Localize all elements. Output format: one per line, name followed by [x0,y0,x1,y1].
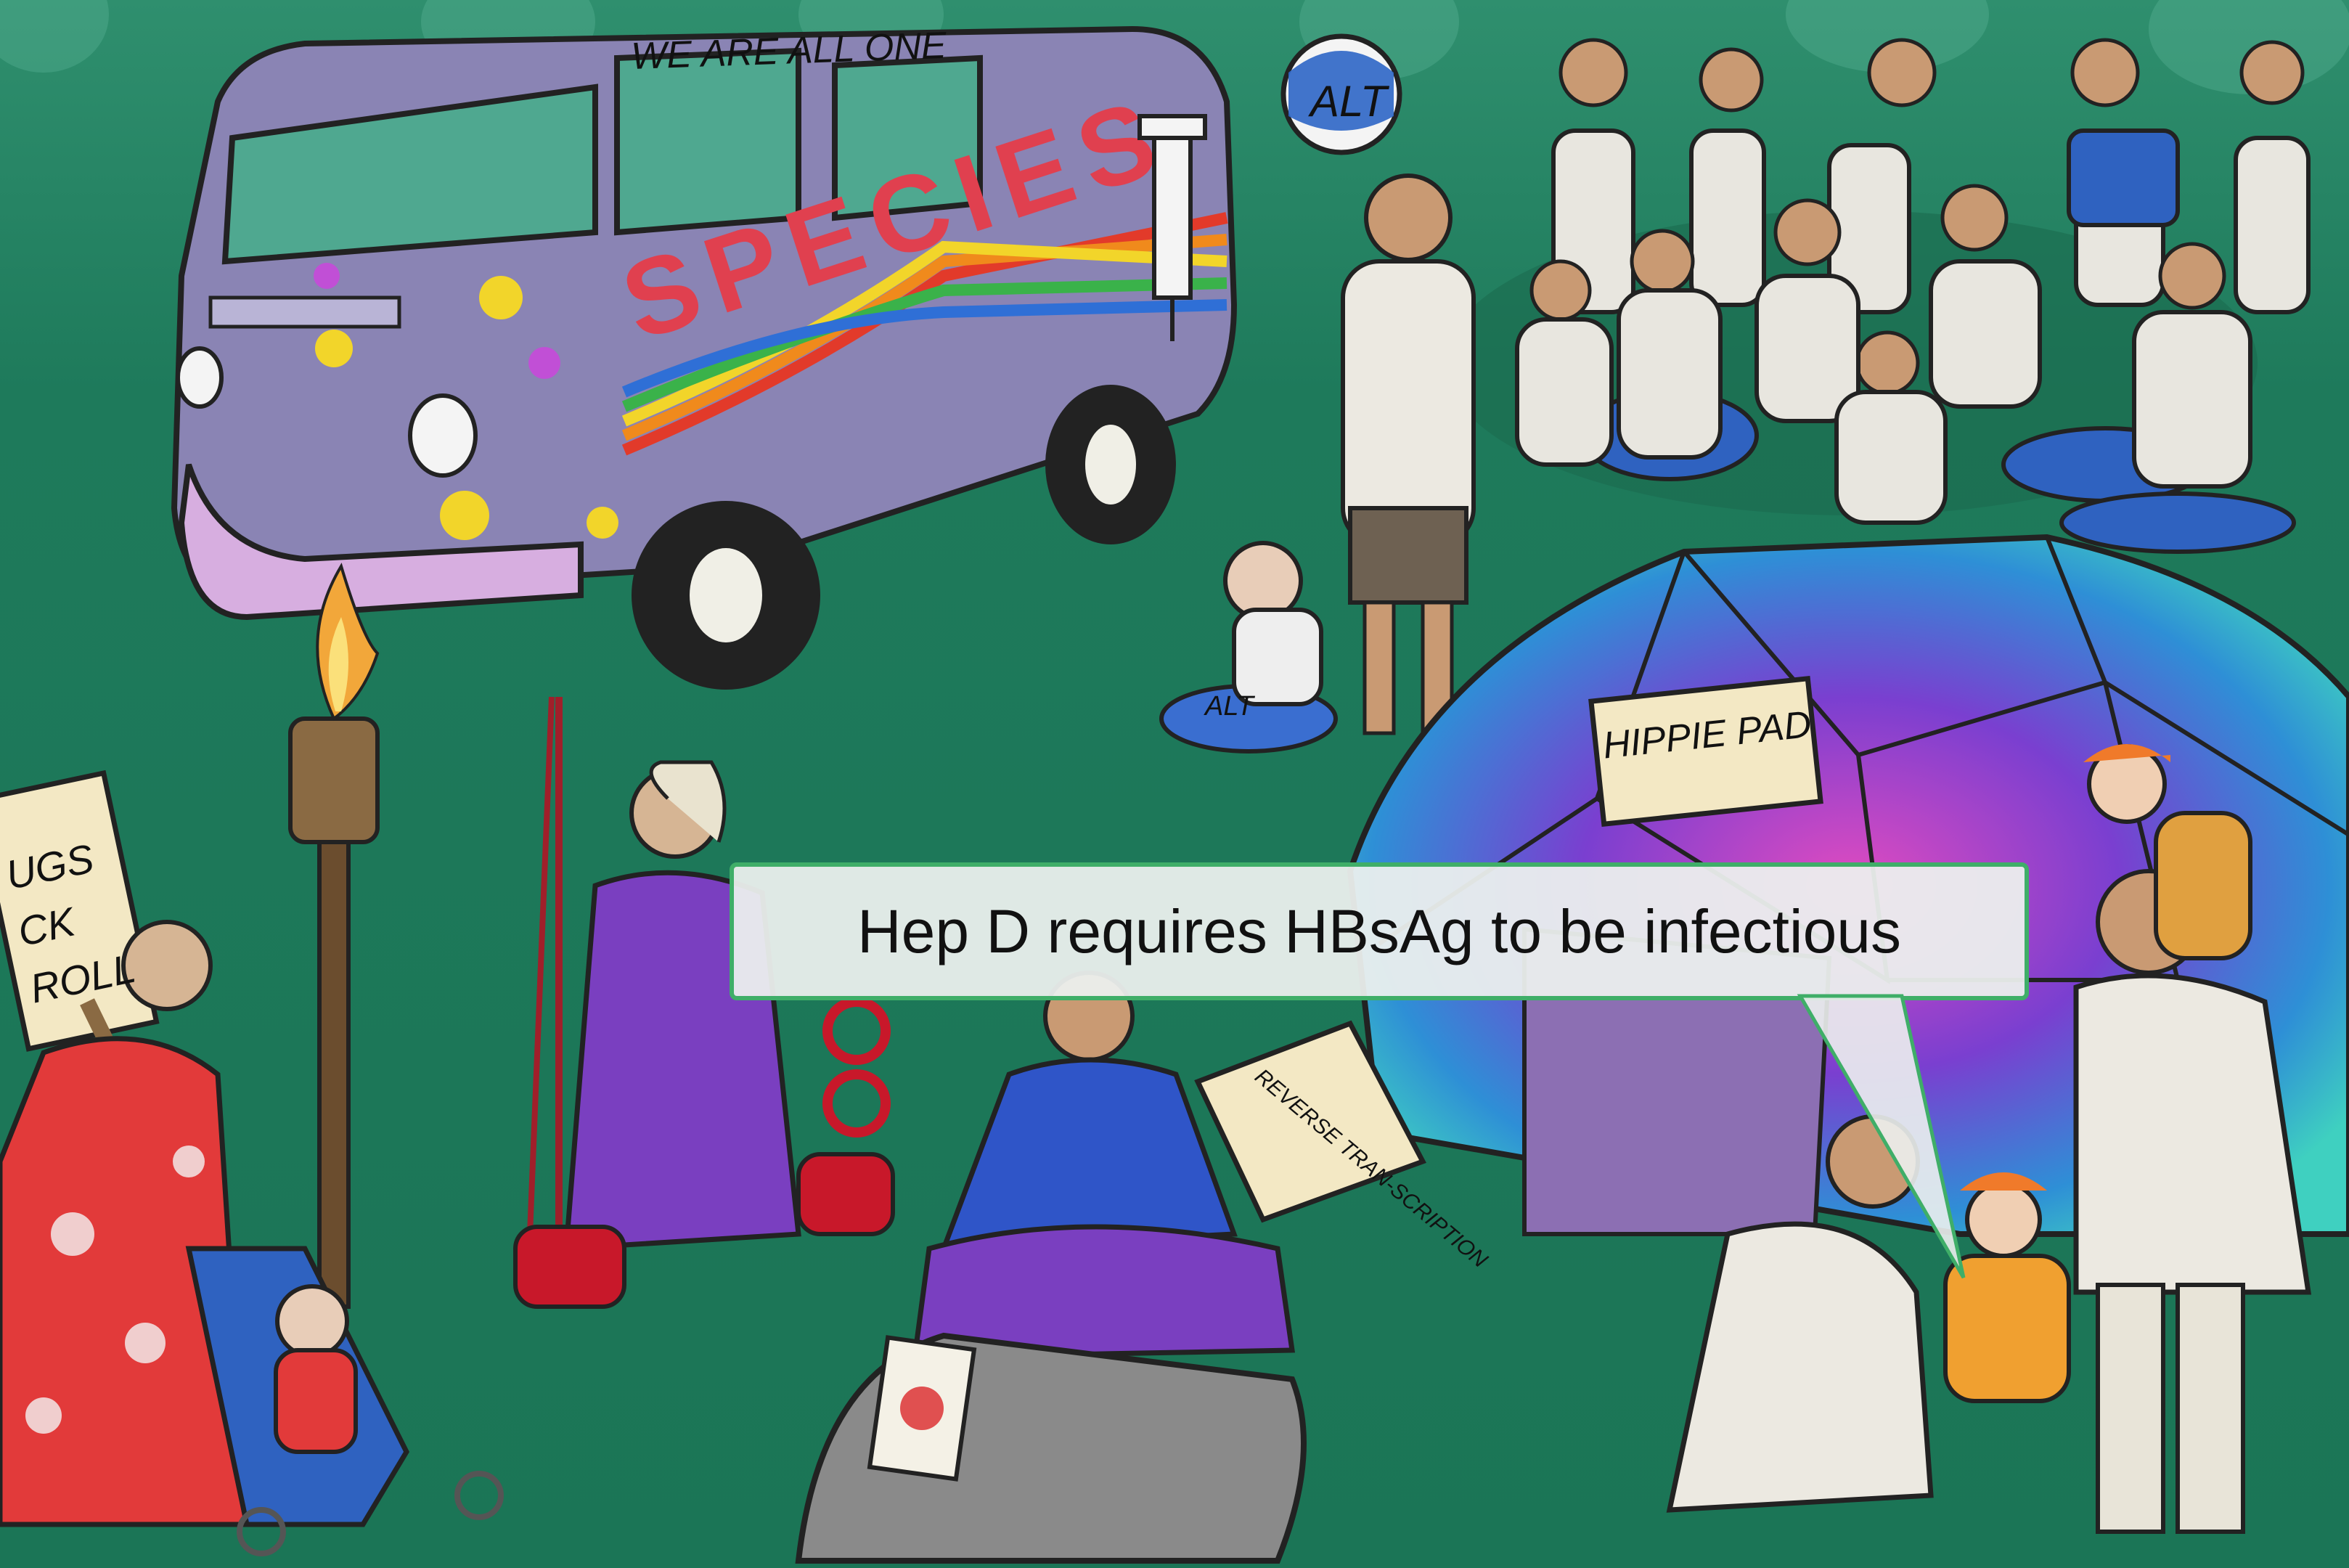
caption-text: Hep D requires HBsAg to be infectious [857,897,1902,965]
reverse-transcription-book [1194,1020,1426,1223]
woman-with-stroller [0,769,504,1556]
woman-with-tarot-card [795,971,1307,1564]
woman-with-prayer-beads [513,696,895,1309]
tent-sign [1588,675,1823,828]
ball-label: ALT [1308,77,1390,126]
syringe [1137,114,1207,341]
baby-blanket-label: ALT [1204,691,1256,722]
hippie-van [171,25,1238,690]
hippie-drum-circle [1445,38,2311,554]
alt-ball [1280,33,1402,155]
family-with-children [1666,744,2312,1534]
baby-with-blanket [1159,541,1338,754]
subtitle-caption: Hep D requires HBsAg to be infectious [730,862,2029,1000]
tiki-torch [288,563,380,1309]
